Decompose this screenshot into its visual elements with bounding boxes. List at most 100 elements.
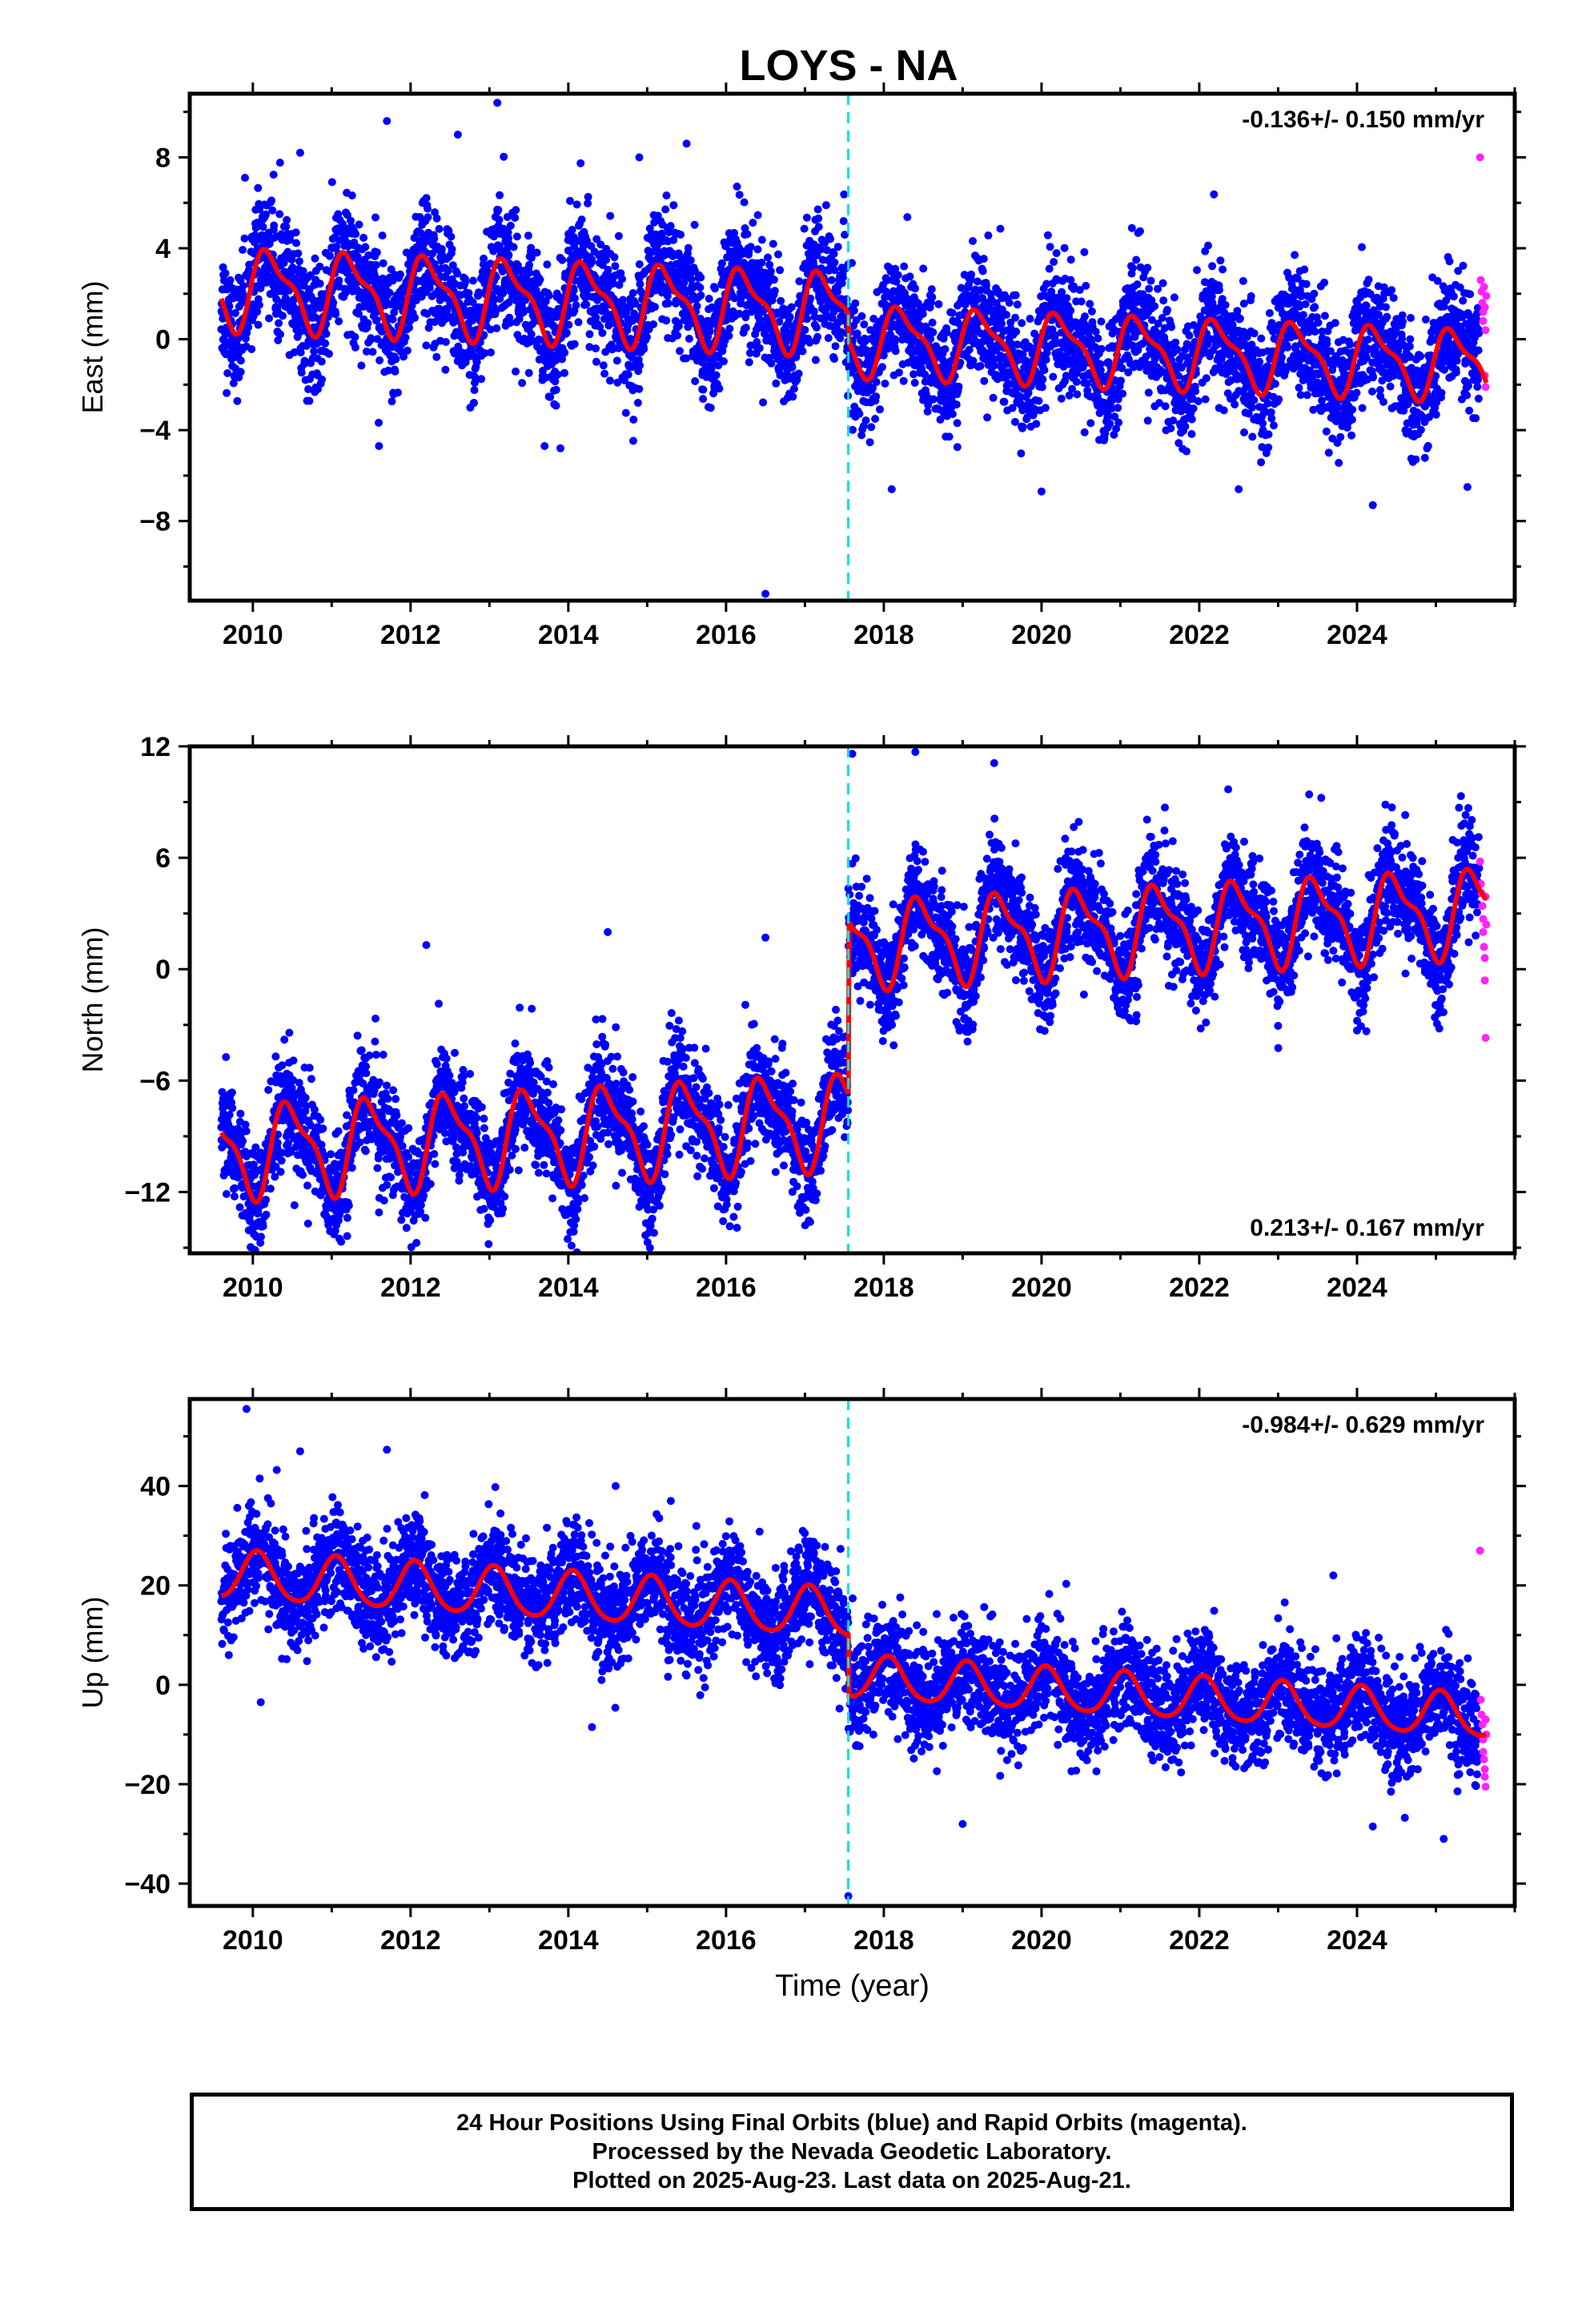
data-point bbox=[743, 230, 752, 239]
data-point bbox=[542, 373, 550, 382]
data-point bbox=[1041, 404, 1050, 412]
data-point bbox=[1347, 431, 1356, 440]
data-point bbox=[269, 171, 278, 179]
data-point bbox=[1346, 340, 1355, 349]
data-point bbox=[1368, 387, 1376, 396]
data-point bbox=[1011, 291, 1020, 300]
data-point bbox=[953, 419, 962, 428]
data-point bbox=[662, 316, 671, 325]
data-point bbox=[928, 293, 937, 301]
data-point bbox=[1187, 415, 1196, 424]
data-point bbox=[283, 215, 291, 224]
data-point bbox=[934, 300, 943, 308]
data-point bbox=[544, 292, 553, 300]
data-point bbox=[576, 159, 585, 167]
data-point bbox=[444, 267, 452, 275]
data-point bbox=[872, 392, 881, 401]
data-point bbox=[598, 328, 607, 337]
data-point bbox=[1170, 293, 1178, 302]
data-point bbox=[998, 320, 1006, 328]
data-point bbox=[367, 334, 375, 343]
data-point bbox=[1250, 396, 1259, 404]
data-point bbox=[1050, 258, 1058, 267]
data-point bbox=[615, 280, 624, 289]
data-point bbox=[1150, 302, 1159, 311]
data-point bbox=[1144, 388, 1153, 397]
data-point bbox=[351, 343, 359, 352]
data-point bbox=[453, 269, 462, 278]
data-point bbox=[954, 382, 963, 391]
data-point bbox=[839, 217, 848, 226]
data-point bbox=[504, 228, 512, 237]
data-point bbox=[612, 356, 621, 365]
data-point bbox=[225, 302, 234, 311]
data-point bbox=[267, 196, 275, 205]
data-point bbox=[1311, 303, 1319, 312]
data-point bbox=[391, 367, 400, 376]
data-point bbox=[1066, 306, 1075, 315]
data-point bbox=[441, 338, 450, 346]
data-point bbox=[251, 231, 259, 239]
data-point bbox=[740, 198, 749, 207]
data-point bbox=[735, 191, 744, 199]
data-point bbox=[477, 375, 486, 384]
data-point bbox=[1080, 428, 1089, 436]
data-point bbox=[290, 348, 299, 356]
data-point bbox=[789, 384, 798, 393]
data-point bbox=[326, 251, 335, 260]
data-point bbox=[979, 255, 988, 263]
data-point bbox=[1210, 190, 1219, 199]
data-point bbox=[551, 377, 560, 386]
data-point bbox=[405, 324, 414, 332]
data-point bbox=[1235, 314, 1244, 323]
data-point bbox=[890, 335, 899, 344]
data-point bbox=[945, 432, 954, 441]
data-point bbox=[1080, 247, 1089, 256]
data-point bbox=[384, 366, 393, 375]
data-point bbox=[788, 363, 797, 372]
data-point bbox=[665, 228, 673, 237]
data-point bbox=[584, 199, 592, 207]
data-point bbox=[362, 348, 371, 356]
data-point bbox=[572, 200, 581, 209]
data-point bbox=[1077, 297, 1086, 306]
data-point bbox=[596, 240, 605, 249]
data-point bbox=[661, 205, 670, 214]
data-point bbox=[592, 313, 600, 322]
data-point bbox=[643, 332, 651, 341]
data-point bbox=[408, 301, 416, 310]
data-point bbox=[720, 357, 728, 366]
data-point bbox=[787, 303, 796, 312]
data-point bbox=[570, 340, 579, 348]
data-point bbox=[528, 253, 536, 262]
data-point bbox=[1038, 383, 1046, 392]
data-point bbox=[305, 396, 314, 405]
data-point bbox=[1270, 421, 1278, 430]
data-point bbox=[525, 260, 533, 269]
data-point bbox=[282, 223, 291, 231]
data-point bbox=[1310, 289, 1319, 298]
data-point bbox=[1303, 391, 1311, 400]
data-point bbox=[564, 320, 573, 329]
data-point bbox=[295, 257, 303, 266]
data-point bbox=[969, 237, 977, 245]
data-point bbox=[387, 397, 396, 406]
data-point bbox=[1018, 319, 1026, 328]
data-point bbox=[259, 223, 267, 231]
data-point bbox=[489, 296, 498, 305]
data-point bbox=[1364, 275, 1373, 284]
data-point bbox=[1239, 276, 1247, 285]
data-point bbox=[967, 270, 976, 279]
data-point bbox=[335, 317, 343, 326]
data-point bbox=[814, 223, 823, 231]
data-point bbox=[620, 376, 628, 384]
data-point bbox=[532, 248, 541, 257]
data-point bbox=[223, 369, 232, 377]
data-point bbox=[650, 218, 659, 227]
data-point bbox=[1221, 300, 1230, 309]
data-point bbox=[1358, 404, 1367, 412]
data-point bbox=[448, 245, 456, 254]
data-point bbox=[1267, 414, 1276, 423]
data-point bbox=[500, 152, 508, 161]
data-point bbox=[746, 243, 755, 251]
